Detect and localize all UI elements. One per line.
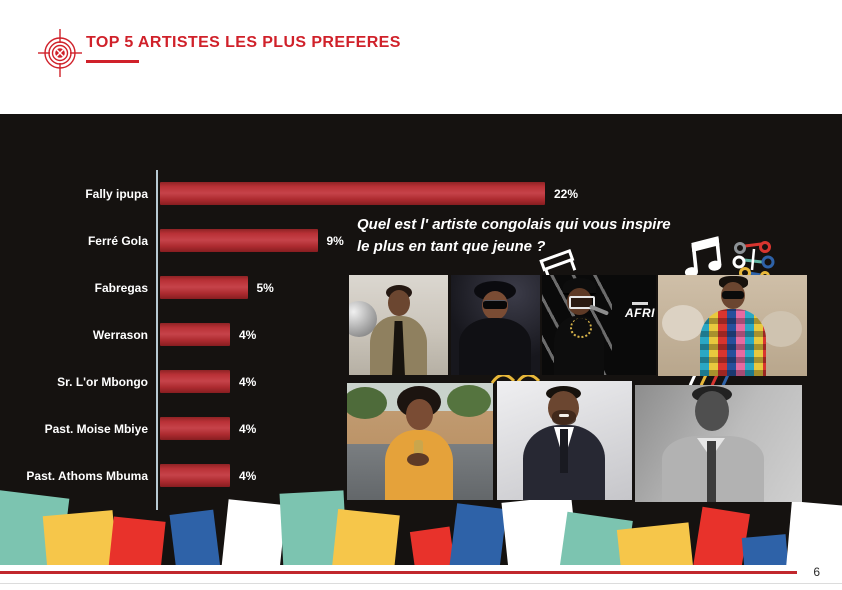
sunglasses (722, 291, 744, 299)
chart-row: Past. Athoms Mbuma 4% (0, 452, 620, 499)
artist-label: Fabregas (94, 280, 148, 295)
value-label: 4% (239, 327, 257, 342)
bar-chart: Fally ipupa 22% Ferré Gola 9% Fabregas 5% Werr… (0, 170, 620, 499)
decor-shape-yellow (42, 510, 120, 565)
decor-shape-blue (169, 509, 223, 565)
value-label: 9% (326, 233, 344, 248)
bar (160, 370, 230, 393)
bar (160, 182, 545, 205)
chart-row: Fabregas 5% (0, 264, 620, 311)
title-underline (86, 60, 139, 63)
header: TOP 5 ARTISTES LES PLUS PREFERES (0, 0, 842, 114)
photo-fabregas: AFRI (542, 275, 656, 375)
photo-ferre-gola (451, 275, 540, 375)
yellow-arcs-icon (490, 373, 541, 384)
decor-shape-red (106, 516, 166, 565)
survey-question-line2: le plus en tant que jeune ? (357, 238, 546, 255)
bar (160, 323, 230, 346)
bar (160, 229, 318, 252)
sunglasses (483, 300, 507, 309)
artist-label: Sr. L'or Mbongo (57, 374, 148, 389)
artist-label: Werrason (92, 327, 148, 342)
photo-moise-mbiye (497, 381, 632, 500)
chart-row: Fally ipupa 22% (0, 170, 620, 217)
decor-shape-yellow (330, 508, 400, 565)
footer-accent-line (0, 571, 797, 574)
bar (160, 417, 230, 440)
decor-shape-yellow (616, 522, 696, 565)
value-label: 4% (239, 421, 257, 436)
artist-label: Ferré Gola (87, 233, 148, 248)
microphone (414, 440, 423, 457)
page-title: TOP 5 ARTISTES LES PLUS PREFERES (86, 34, 401, 51)
artist-label: Past. Moise Mbiye (44, 421, 148, 436)
decor-shape-white (219, 499, 287, 565)
value-label: 5% (256, 280, 274, 295)
photo-lor-mbongo (347, 383, 493, 500)
glasses (569, 296, 595, 309)
survey-question: Quel est l' artiste congolais qui vous i… (357, 214, 697, 258)
bar (160, 276, 248, 299)
decor-shape-blue (741, 534, 791, 565)
footer-divider (0, 583, 842, 584)
photo-werrason (658, 275, 807, 376)
value-label: 22% (554, 186, 579, 201)
chart-row: Sr. L'or Mbongo 4% (0, 358, 620, 405)
photo-overlay-text: AFRI (625, 306, 655, 320)
value-label: 4% (239, 468, 257, 483)
decor-shape-white (784, 501, 842, 565)
bar (160, 464, 230, 487)
decor-shape-red (690, 506, 750, 565)
main-panel: Fally ipupa 22% Ferré Gola 9% Fabregas 5% Werr… (0, 114, 842, 565)
photo-fally-ipupa (349, 275, 448, 375)
artist-label: Past. Athoms Mbuma (26, 468, 148, 483)
chart-row: Past. Moise Mbiye 4% (0, 405, 620, 452)
page-number: 6 (813, 565, 820, 579)
music-note-icon (684, 236, 722, 278)
decor-shape-blue (447, 503, 507, 565)
value-label: 4% (239, 374, 257, 389)
chart-axis (156, 170, 158, 510)
chart-row: Werrason 4% (0, 311, 620, 358)
photo-athoms-mbuma (635, 385, 802, 502)
target-icon (38, 29, 82, 77)
chart-row: Ferré Gola 9% (0, 217, 620, 264)
survey-question-line1: Quel est l' artiste congolais qui vous i… (357, 216, 671, 233)
artist-label: Fally ipupa (85, 186, 148, 201)
footer: 6 (0, 565, 842, 590)
